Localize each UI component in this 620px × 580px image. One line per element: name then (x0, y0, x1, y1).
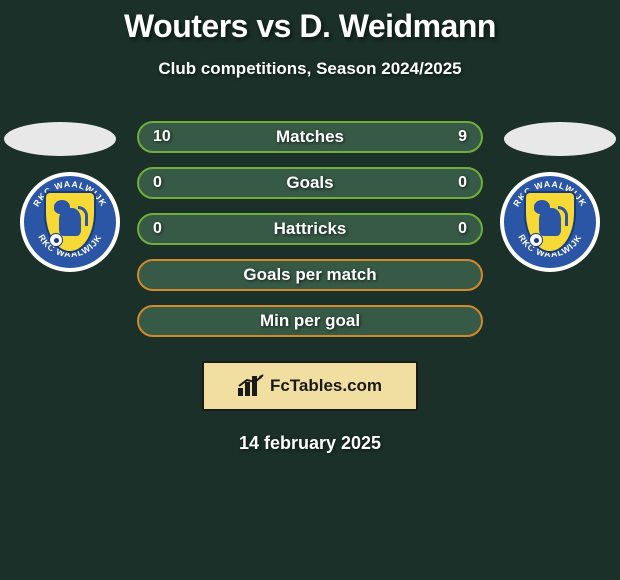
stat-row: Goals per match (137, 259, 483, 291)
stat-value-left: 0 (153, 220, 162, 238)
player-oval-right (504, 122, 616, 156)
fctables-attribution: FcTables.com (202, 361, 418, 411)
stat-value-left: 0 (153, 174, 162, 192)
stat-row: 0 Hattricks 0 (137, 213, 483, 245)
comparison-subtitle: Club competitions, Season 2024/2025 (0, 59, 620, 79)
comparison-title: Wouters vs D. Weidmann (0, 8, 620, 45)
fctables-label: FcTables.com (270, 376, 382, 396)
soccer-ball-icon (529, 233, 543, 247)
comparison-date: 14 february 2025 (0, 433, 620, 454)
stat-value-left: 10 (153, 128, 171, 146)
stat-row: Min per goal (137, 305, 483, 337)
stat-label: Min per goal (260, 311, 360, 331)
stat-label: Hattricks (274, 219, 347, 239)
fctables-chart-icon (238, 376, 264, 396)
soccer-ball-icon (49, 233, 63, 247)
stat-value-right: 9 (458, 128, 467, 146)
club-badge-right: RKC WAALWIJK RKC WAALWIJK (500, 172, 600, 272)
stat-row: 0 Goals 0 (137, 167, 483, 199)
stat-row: 10 Matches 9 (137, 121, 483, 153)
stat-label: Goals (286, 173, 333, 193)
club-badge-left: RKC WAALWIJK RKC WAALWIJK (20, 172, 120, 272)
player-oval-left (4, 122, 116, 156)
stat-value-right: 0 (458, 220, 467, 238)
stat-label: Goals per match (243, 265, 376, 285)
stat-value-right: 0 (458, 174, 467, 192)
stat-label: Matches (276, 127, 344, 147)
